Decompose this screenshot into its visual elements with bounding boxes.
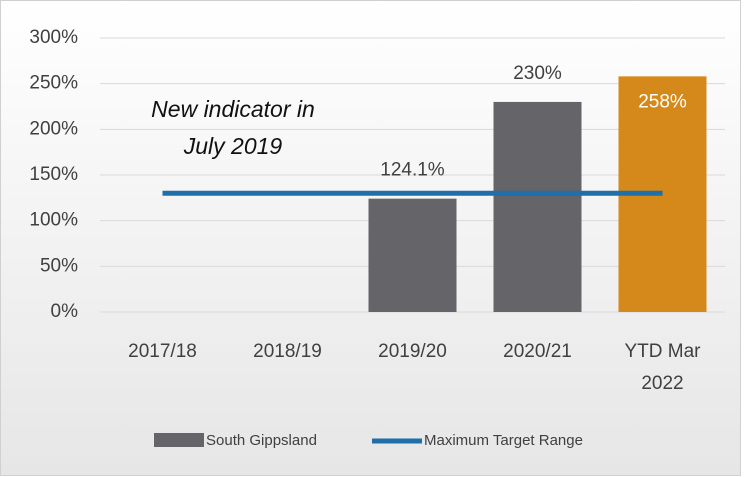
legend-swatch <box>154 433 204 447</box>
y-tick-label: 50% <box>40 255 78 276</box>
data-label: 258% <box>638 91 687 112</box>
x-tick-label: YTD Mar 2022 <box>625 341 702 394</box>
x-tick-label: 2020/21 <box>503 341 572 362</box>
y-tick-label: 0% <box>51 301 79 322</box>
legend-label: Maximum Target Range <box>424 432 583 449</box>
y-tick-label: 300% <box>29 27 78 48</box>
x-tick-label: 2017/18 <box>128 341 197 362</box>
bar <box>493 101 582 312</box>
legend-label: South Gippsland <box>206 432 317 449</box>
annotation: New indicator in <box>151 96 315 122</box>
y-tick-label: 250% <box>29 73 78 94</box>
x-tick-label: 2019/20 <box>378 341 447 362</box>
y-tick-label: 150% <box>29 164 78 185</box>
y-tick-label: 100% <box>29 210 78 231</box>
data-label: 230% <box>513 63 562 84</box>
bar <box>368 198 457 312</box>
x-tick-label: 2018/19 <box>253 341 322 362</box>
annotation: July 2019 <box>183 133 283 159</box>
data-label: 124.1% <box>380 160 445 181</box>
y-tick-label: 200% <box>29 118 78 139</box>
